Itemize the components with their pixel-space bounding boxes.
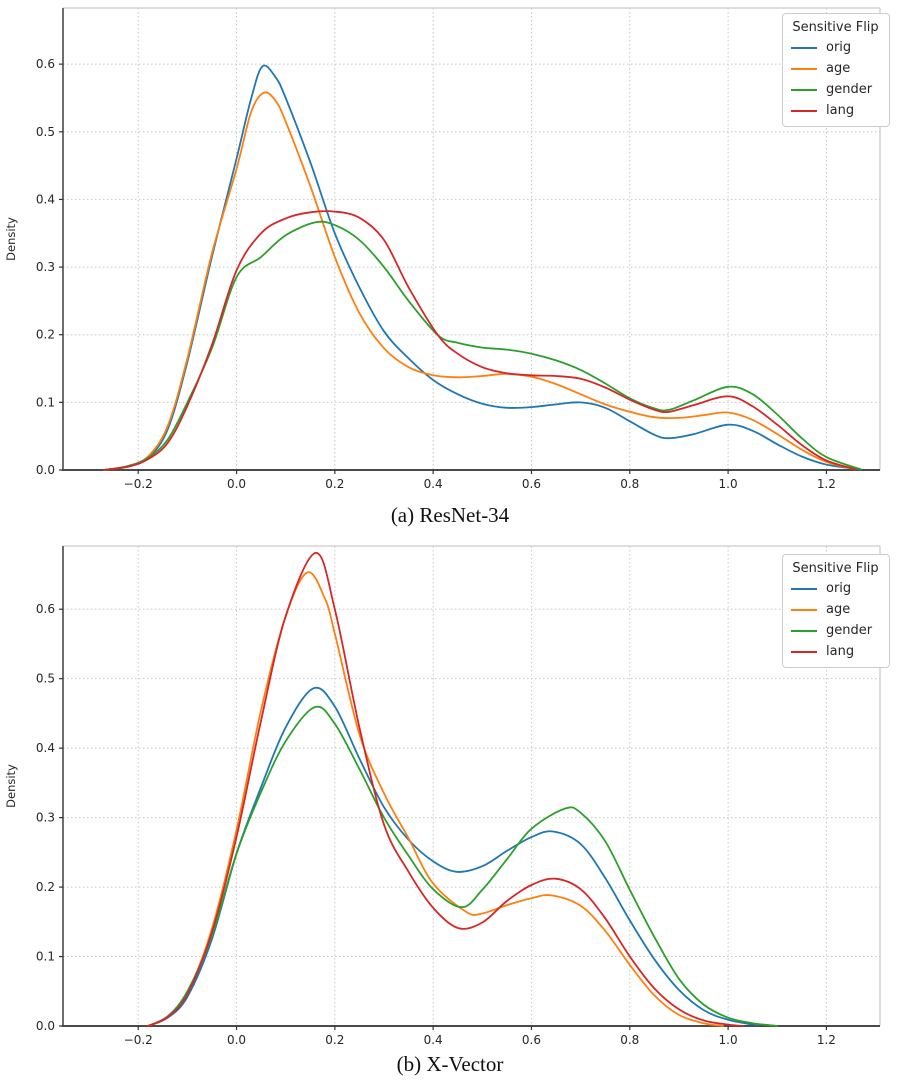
legend-line-swatch-orig (791, 587, 817, 590)
legend-line-swatch-orig (791, 46, 817, 49)
legend-item-orig: orig (791, 37, 880, 58)
legend-label-age: age (826, 61, 851, 76)
legend-label-lang: lang (826, 644, 855, 659)
y-axis-label: Density (4, 217, 18, 261)
x-tick-label: 0.2 (325, 477, 344, 491)
legend-item-orig: orig (791, 578, 880, 599)
legend-title: Sensitive Flip (792, 561, 879, 576)
x-tick-label: 0.4 (424, 1033, 443, 1047)
y-tick-label: 0.3 (36, 260, 55, 274)
kde-curve-age (102, 91, 857, 471)
y-tick-label: 0.2 (36, 880, 55, 894)
y-axis-label: Density (4, 764, 18, 808)
x-tick-label: 0.6 (522, 1033, 541, 1047)
y-tick-label: 0.1 (36, 395, 55, 409)
x-tick-label: 1.0 (719, 477, 738, 491)
legend-line-swatch-gender (791, 629, 817, 632)
legend-label-orig: orig (826, 581, 852, 596)
x-tick-label: −0.2 (124, 1033, 153, 1047)
legend-label-gender: gender (826, 623, 873, 638)
x-tick-label: 0.0 (227, 1033, 246, 1047)
x-tick-label: −0.2 (124, 477, 153, 491)
legend-title: Sensitive Flip (792, 20, 879, 35)
x-tick-label: 0.6 (522, 477, 541, 491)
legend-item-gender: gender (791, 620, 880, 641)
legend-line-swatch-age (791, 608, 817, 611)
legend-label-age: age (826, 602, 851, 617)
legend-line-swatch-gender (791, 88, 817, 91)
legend-label-orig: orig (826, 40, 852, 55)
y-tick-label: 0.1 (36, 950, 55, 964)
legend-item-age: age (791, 599, 880, 620)
caption-xvector: (b) X-Vector (396, 1052, 504, 1076)
legend-line-swatch-age (791, 67, 817, 70)
kde-curve-orig (102, 64, 862, 471)
caption-resnet34: (a) ResNet-34 (390, 503, 510, 527)
y-tick-label: 0.0 (36, 463, 55, 477)
legend-sensitive-flip-b: Sensitive Flip orig age gender lang (782, 554, 890, 668)
kde-curve-orig (147, 686, 759, 1027)
y-tick-label: 0.6 (36, 602, 55, 616)
legend-item-lang: lang (791, 100, 880, 121)
x-tick-label: 0.4 (424, 477, 443, 491)
legend-label-lang: lang (826, 103, 855, 118)
x-tick-label: 0.8 (620, 1033, 639, 1047)
legend-line-swatch-lang (791, 650, 817, 653)
y-tick-label: 0.3 (36, 811, 55, 825)
x-tick-label: 0.8 (620, 477, 639, 491)
legend-item-gender: gender (791, 79, 880, 100)
kde-curve-lang (147, 552, 744, 1027)
y-tick-label: 0.4 (36, 741, 55, 755)
x-tick-label: 0.0 (227, 477, 246, 491)
x-tick-label: 0.2 (325, 1033, 344, 1047)
kde-curve-gender (147, 705, 779, 1027)
y-tick-label: 0.5 (36, 672, 55, 686)
y-tick-label: 0.0 (36, 1019, 55, 1033)
y-tick-label: 0.4 (36, 192, 55, 206)
y-tick-label: 0.6 (36, 57, 55, 71)
x-tick-label: 1.2 (817, 1033, 836, 1047)
legend-item-lang: lang (791, 641, 880, 662)
kde-curve-lang (102, 210, 857, 471)
y-tick-label: 0.2 (36, 328, 55, 342)
legend-sensitive-flip-a: Sensitive Flip orig age gender lang (782, 13, 890, 127)
kde-curve-age (147, 571, 725, 1027)
legend-item-age: age (791, 58, 880, 79)
legend-line-swatch-lang (791, 109, 817, 112)
kde-curve-gender (102, 220, 862, 471)
y-tick-label: 0.5 (36, 125, 55, 139)
x-tick-label: 1.2 (817, 477, 836, 491)
x-tick-label: 1.0 (719, 1033, 738, 1047)
legend-label-gender: gender (826, 82, 873, 97)
